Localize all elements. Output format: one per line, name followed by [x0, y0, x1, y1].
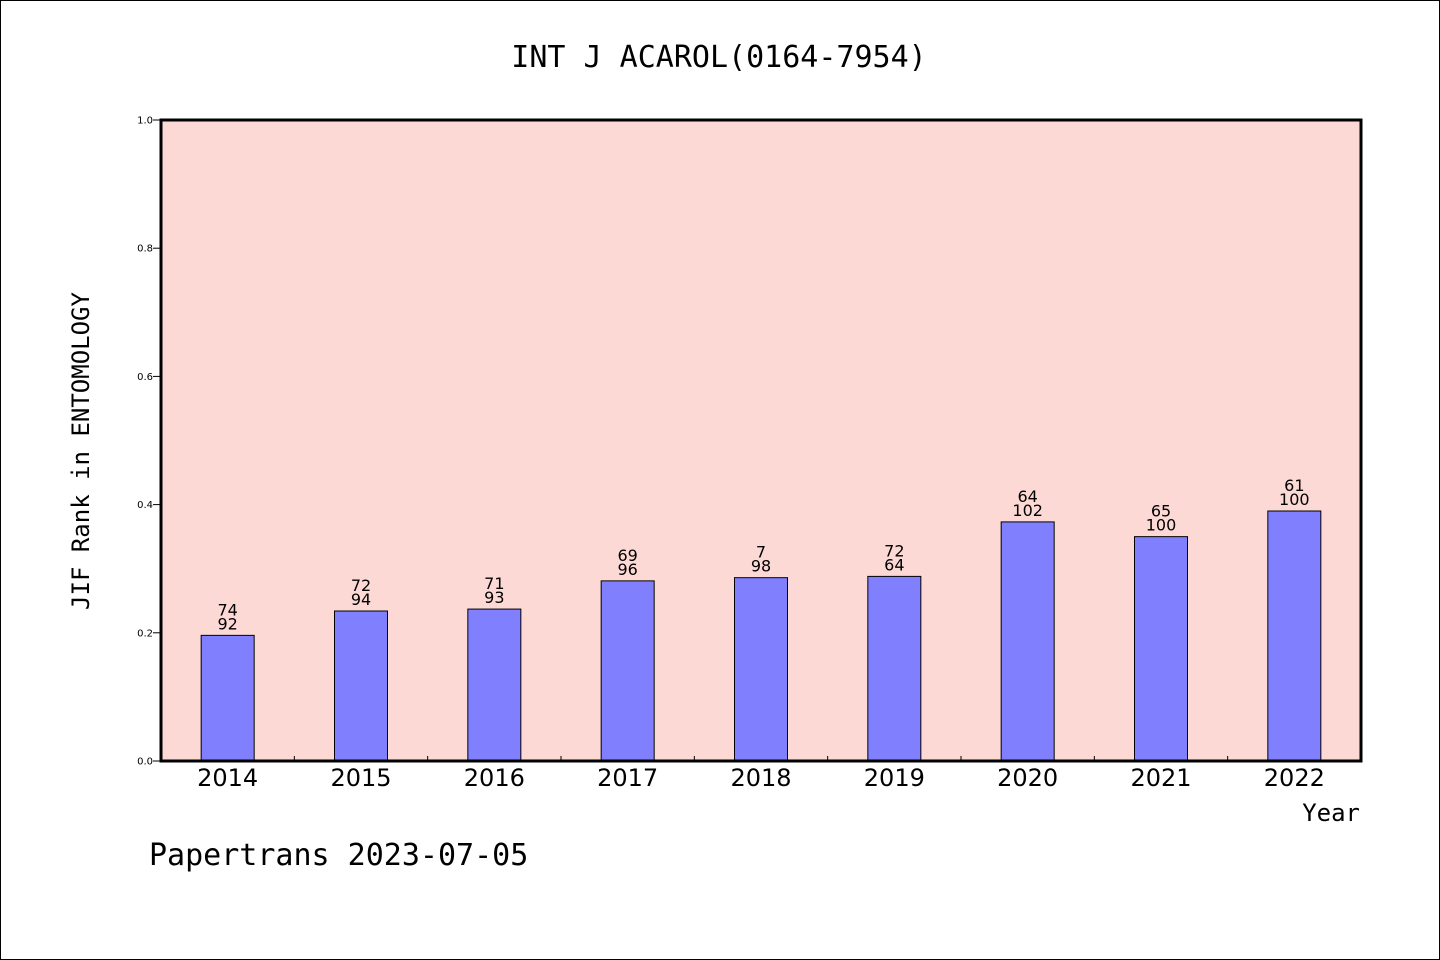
rank-label: 64: [1017, 487, 1037, 506]
total-label: 102: [1012, 501, 1043, 520]
bar-2021: [1134, 536, 1188, 762]
x-tick-label: 2022: [1264, 764, 1325, 792]
bar-2019: [867, 575, 922, 762]
total-label: 64: [884, 555, 904, 574]
total-label: 96: [617, 560, 637, 579]
x-tick-label: 2017: [597, 764, 658, 792]
total-label: 94: [351, 590, 371, 609]
bar-2022: [1267, 510, 1322, 762]
rank-label: 71: [484, 574, 504, 593]
bar-2017: [600, 580, 655, 762]
rank-label: 72: [351, 576, 371, 595]
total-label: 100: [1279, 490, 1310, 509]
rank-label: 61: [1284, 476, 1304, 495]
x-tick-label: 2014: [197, 764, 258, 792]
x-axis-label: Year: [1302, 799, 1360, 827]
total-label: 100: [1146, 516, 1177, 535]
x-tick-label: 2018: [730, 764, 791, 792]
y-tick-label: 0.2: [137, 628, 153, 639]
bar-2014: [200, 634, 255, 762]
x-tick-label: 2016: [464, 764, 525, 792]
y-tick-label: 0.8: [137, 244, 153, 255]
rank-label: 65: [1151, 502, 1171, 521]
bars: [200, 510, 1322, 762]
bar-2018: [734, 577, 788, 762]
total-label: 93: [484, 588, 504, 607]
x-tick-label: 2021: [1130, 764, 1191, 792]
x-tick-label: 2020: [997, 764, 1058, 792]
x-axis: 2014 2015 2016 2017 2018 2019 2020 2021 2022: [197, 756, 1325, 792]
plot-border: [159, 118, 1363, 763]
total-label: 98: [751, 557, 771, 576]
rank-label: 74: [217, 600, 237, 619]
y-tick-label: 0.6: [137, 372, 153, 383]
x-tick-label: 2019: [864, 764, 925, 792]
rank-label: 69: [617, 546, 637, 565]
x-tick-label: 2015: [330, 764, 391, 792]
total-label: 92: [217, 614, 237, 633]
rank-label: 72: [884, 541, 904, 560]
footer-credit: Papertrans 2023-07-05: [149, 838, 528, 873]
rank-label: 7: [756, 543, 766, 562]
y-axis-label: JIF Rank in ENTOMOLOGY: [67, 292, 95, 610]
y-axis: 0.0 0.2 0.4 0.6 0.8 1.0: [137, 116, 161, 768]
y-tick-label: 0.4: [137, 500, 153, 511]
bar-2016: [467, 608, 522, 762]
y-tick-label: 1.0: [137, 116, 153, 127]
bar-2015: [334, 610, 388, 762]
bar-2020: [1000, 521, 1055, 762]
y-tick-label: 0.0: [137, 757, 153, 768]
chart-title: INT J ACAROL(0164-7954): [511, 40, 926, 75]
